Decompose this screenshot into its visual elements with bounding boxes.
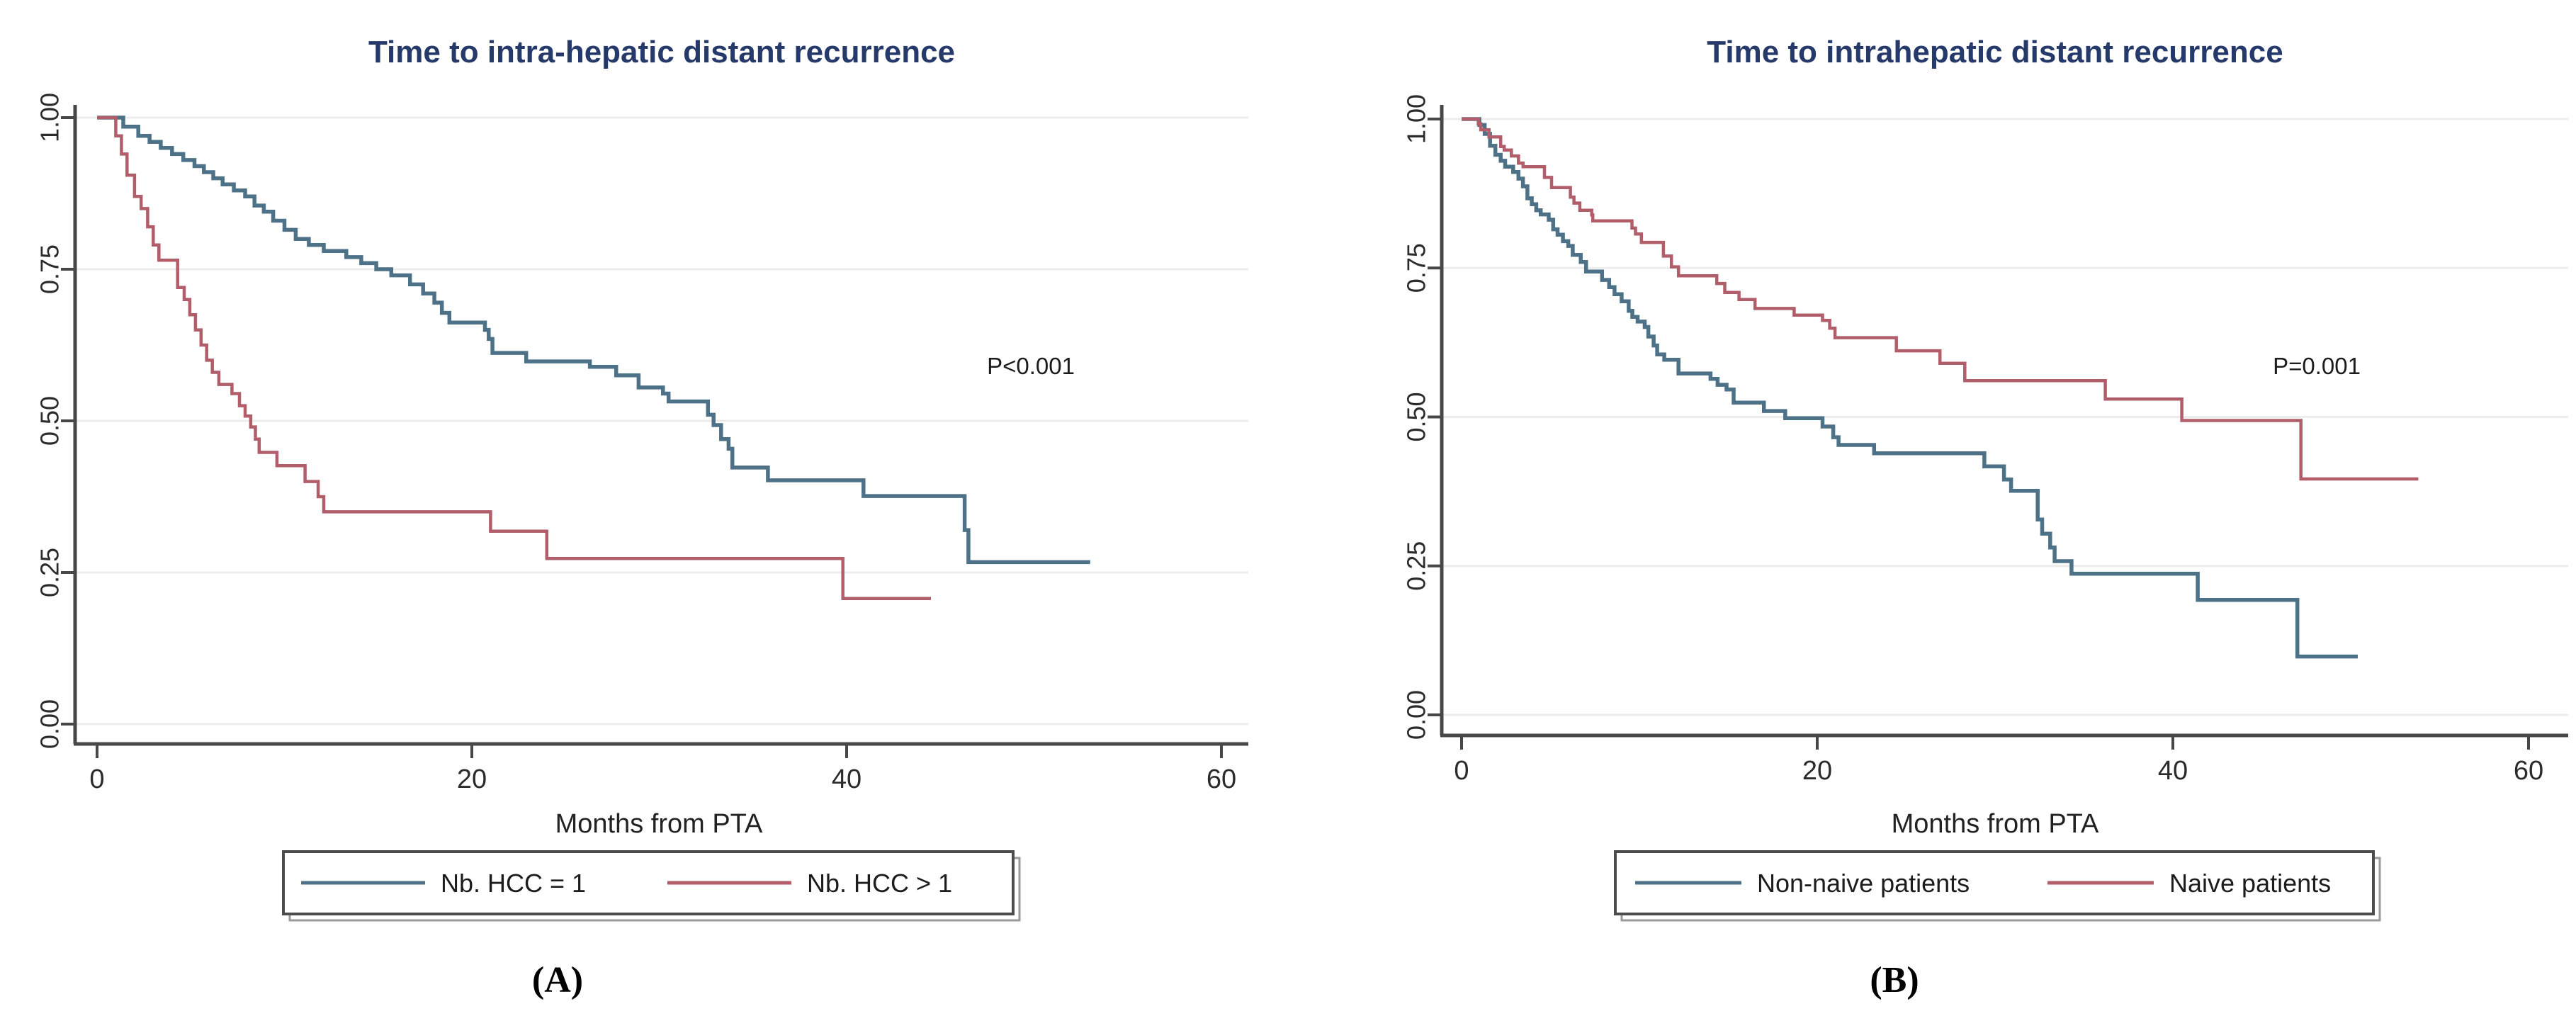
panel-b-legend-label-2: Naive patients [2169, 869, 2331, 898]
x-tick-label: 60 [1207, 764, 1236, 794]
panel-b-title: Time to intrahepatic distant recurrence [1707, 35, 2283, 69]
y-tick-label: 0.00 [35, 699, 64, 749]
km-curve-blue [1462, 117, 2358, 659]
x-tick-label: 20 [457, 764, 487, 794]
panel-b-legend-label-1: Non-naive patients [1757, 869, 1970, 898]
panel-b-caption: (B) [1870, 960, 1919, 1000]
panel-b-legend-box [1614, 850, 2375, 915]
panel-a-x-axis-label: Months from PTA [555, 809, 763, 839]
panel-a-p-value: P<0.001 [987, 353, 1075, 379]
y-tick-label: 0.25 [35, 548, 64, 597]
y-tick-label: 0.25 [1402, 541, 1431, 591]
panel-a-plot-layer: 1.00 0.75 0.50 0.25 0.00 0 20 40 60 [35, 93, 1248, 794]
panel-a-title: Time to intra-hepatic distant recurrence [368, 35, 955, 69]
y-tick-label: 0.00 [1402, 690, 1431, 740]
x-tick-label: 40 [832, 764, 862, 794]
y-tick-label: 1.00 [1402, 94, 1431, 144]
km-curve-red [97, 115, 931, 601]
y-tick-label: 1.00 [35, 93, 64, 142]
x-tick-label: 0 [89, 764, 104, 794]
km-curve-red [1462, 117, 2419, 481]
x-tick-label: 40 [2158, 756, 2188, 786]
panel-a-caption: (A) [532, 960, 583, 1000]
x-tick-label: 0 [1454, 756, 1469, 786]
km-curve-blue [97, 115, 1090, 565]
x-tick-label: 20 [1802, 756, 1832, 786]
panel-b-x-axis-label: Months from PTA [1892, 809, 2099, 839]
x-tick-label: 60 [2514, 756, 2543, 786]
panel-a-legend-label-2: Nb. HCC > 1 [807, 869, 952, 898]
y-tick-label: 0.50 [35, 396, 64, 446]
y-tick-label: 0.50 [1402, 392, 1431, 441]
y-tick-label: 0.75 [1402, 243, 1431, 293]
panel-a-legend-label-1: Nb. HCC = 1 [441, 869, 586, 898]
panel-b-p-value: P=0.001 [2273, 353, 2361, 379]
panel-b-plot-layer: 1.00 0.75 0.50 0.25 0.00 0 20 40 60 [1402, 94, 2568, 786]
y-tick-label: 0.75 [35, 244, 64, 294]
